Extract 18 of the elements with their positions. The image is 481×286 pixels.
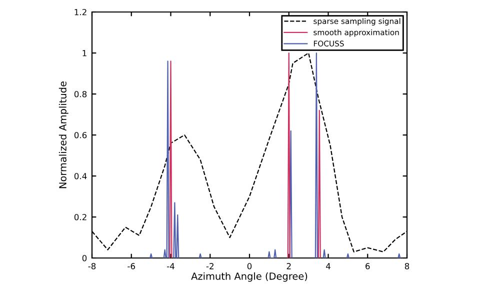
x-tick-label: -8 [88,263,96,270]
y-tick-label: 1.2 [74,8,86,16]
y-axis-title: Normalized Amplitude [58,81,68,188]
x-tick-label: 6 [366,263,370,270]
x-tick-label: -4 [167,263,174,270]
y-tick-label: 1 [82,50,86,56]
y-tick-label: 0.8 [74,90,87,98]
x-tick-label: -6 [128,263,136,270]
x-tick-label: -2 [206,263,214,270]
y-tick-label: 0.4 [74,172,87,180]
x-tick-label: 2 [286,263,291,270]
x-tick-label: 8 [404,263,410,270]
x-tick-label: 4 [326,263,330,270]
y-tick-label: 0.6 [74,132,87,138]
y-tick-label: 0 [82,254,87,262]
y-tick-label: 0.2 [74,214,86,220]
x-tick-label: 0 [247,263,252,270]
x-axis-title: Azimuth Angle (Degree) [191,272,308,282]
